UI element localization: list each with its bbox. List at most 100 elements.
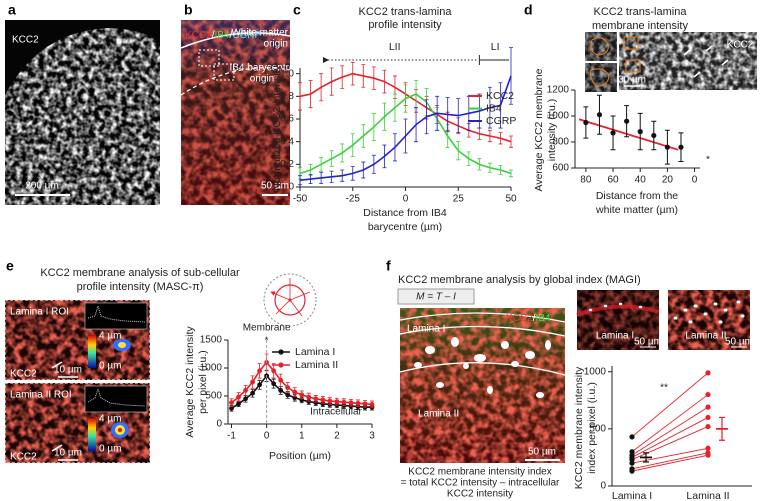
point <box>705 404 711 410</box>
y-axis-label: intensity (i.u.) <box>546 99 558 161</box>
caption: = total KCC2 intensity – intracellular <box>401 478 560 489</box>
point <box>610 130 616 136</box>
marker <box>271 368 277 374</box>
marker <box>334 399 340 404</box>
trend-line <box>578 118 679 151</box>
x-tick-label: 1 <box>299 431 305 442</box>
arrow <box>51 361 63 369</box>
marker <box>320 401 326 407</box>
pair-line <box>631 447 709 464</box>
annotation: White matter <box>231 28 288 39</box>
x-tick-label: Lamina I <box>612 490 652 501</box>
mask <box>487 386 493 394</box>
legend-marker <box>278 349 284 355</box>
title: KCC2 trans-lamina <box>594 6 688 18</box>
marker <box>369 402 375 407</box>
y-tick-label: 500 <box>589 423 606 434</box>
mask <box>436 382 444 388</box>
x-tick-label: 0 <box>264 431 270 442</box>
y-tick-label: 800 <box>552 137 569 148</box>
annotation: Membrane <box>243 323 291 334</box>
y-tick-label: 0.6 <box>280 114 294 125</box>
pair-line <box>631 372 709 438</box>
blob <box>118 342 126 348</box>
caption: KCC2 membrane intensity index <box>408 467 551 478</box>
y-axis-label: index per pixel (i.u.) <box>586 382 598 474</box>
roi-box <box>213 63 235 81</box>
blob <box>118 428 122 432</box>
point <box>651 132 657 139</box>
marker <box>327 398 333 404</box>
marker <box>313 396 319 402</box>
marker <box>313 400 319 406</box>
y-tick-label: 0 <box>600 481 606 492</box>
pair-line <box>631 454 709 472</box>
marker <box>285 392 291 398</box>
pair-line <box>631 452 709 470</box>
marker <box>278 388 284 393</box>
x-tick-label: 20 <box>662 175 674 186</box>
roi-box <box>623 36 639 50</box>
panel-label: e <box>6 258 14 274</box>
point <box>705 391 711 398</box>
marker <box>306 399 312 404</box>
text-part: IB4 <box>535 313 550 324</box>
legend-label: IB4 <box>486 102 502 114</box>
marker <box>229 400 234 406</box>
texture <box>577 290 659 350</box>
marker <box>348 400 354 406</box>
y-axis-label: Average KCC2 membrane <box>533 68 545 191</box>
scale-label: 50 µm <box>528 447 556 458</box>
y-tick-label: 0.4 <box>280 136 294 147</box>
annotation: origin <box>250 74 274 85</box>
lamina-label: Lamina I <box>407 324 445 335</box>
texture <box>400 308 565 463</box>
roi-box <box>625 59 641 73</box>
scale-label: 200 µm <box>25 181 59 192</box>
marker <box>292 389 298 395</box>
x-tick-label: 0 <box>692 175 698 186</box>
marker <box>271 381 277 387</box>
marker <box>341 399 347 405</box>
image-b <box>180 20 291 205</box>
pair-line <box>631 426 709 461</box>
outline <box>590 37 609 56</box>
x-tick-label: 3 <box>369 431 375 442</box>
marker <box>229 405 234 411</box>
scale-label: 50 µm <box>725 337 753 348</box>
title: KCC2 membrane analysis of sub-cellular <box>40 267 240 279</box>
roi-label: Lamina II ROI <box>10 390 72 401</box>
marker <box>236 394 241 400</box>
scale-label: 50 µm <box>261 181 289 192</box>
marker <box>243 396 248 402</box>
marker <box>250 379 255 385</box>
x-tick-label: -25 <box>346 194 361 205</box>
x-tick-label: 25 <box>453 194 465 205</box>
pair-line <box>631 417 709 458</box>
legend-label: Lamina II <box>295 359 338 371</box>
point <box>705 370 711 376</box>
title: KCC2 trans-lamina <box>359 6 453 18</box>
rays <box>271 278 311 317</box>
colorbar <box>88 335 96 368</box>
lamina-band <box>576 304 660 317</box>
panel-label: d <box>524 2 533 18</box>
image-f <box>397 288 750 463</box>
barycentre-line <box>180 67 291 96</box>
mask <box>525 351 535 359</box>
legend-label: CGRP <box>486 115 516 127</box>
mask <box>511 361 519 367</box>
text-part: CGRP <box>232 30 261 41</box>
panel-label: c <box>293 2 301 18</box>
scale-label: 10 µm <box>54 365 82 376</box>
y-axis-label: Normalized KCC2 intensity <box>271 65 283 191</box>
text-part: / <box>212 30 215 41</box>
point <box>678 144 684 150</box>
texture <box>619 32 757 90</box>
marker <box>257 368 263 374</box>
annotation: origin <box>264 39 288 50</box>
point <box>705 452 711 458</box>
colorbar-label: 0 µm <box>99 444 121 455</box>
point <box>705 414 711 421</box>
